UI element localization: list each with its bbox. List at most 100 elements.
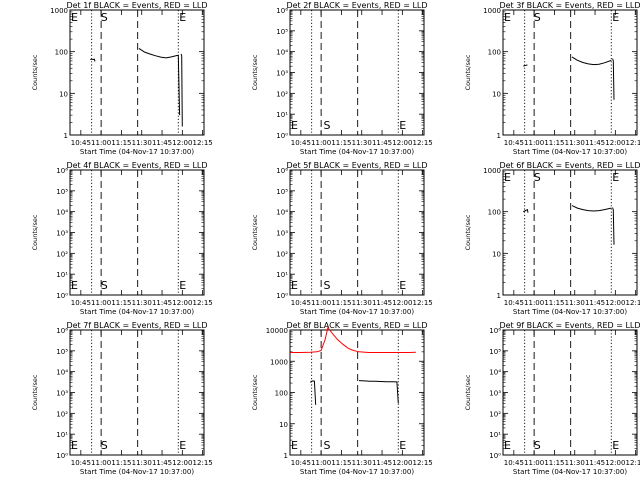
y-tick-label: 10² (56, 250, 68, 258)
x-tick-label: 12:00 (172, 459, 192, 467)
x-tick-label: 11:00 (311, 139, 331, 147)
panel-3: Det 3f BLACK = Events, RED = LLD 1 10 100 10… (464, 1, 640, 156)
x-tick-label: 12:15 (193, 139, 213, 147)
x-tick-label: 11:15 (544, 299, 564, 307)
chart-title: Det 7f BLACK = Events, RED = LLD (66, 321, 207, 330)
y-tick-label: 10⁰ (276, 292, 288, 300)
y-tick-label: 10⁶ (56, 327, 68, 335)
y-tick-label: 10¹ (56, 431, 68, 439)
x-tick-label: 11:30 (352, 139, 372, 147)
y-tick-label: 10⁵ (56, 348, 68, 356)
y-tick-label: 10⁶ (276, 167, 288, 175)
y-tick-label: 1000 (270, 358, 288, 366)
start-marker-label: S (534, 171, 541, 184)
y-tick-label: 10⁴ (489, 369, 501, 377)
y-tick-label: 10¹ (276, 111, 288, 119)
end-marker-label: E (612, 171, 619, 184)
y-tick-label: 10⁰ (56, 292, 68, 300)
y-tick-label: 100 (488, 209, 501, 217)
x-axis-label: Start Time (04-Nov-17 10:37:00) (513, 468, 627, 476)
y-tick-label: 10³ (56, 230, 68, 238)
start-marker-label: S (323, 279, 330, 292)
x-tick-label: 12:15 (626, 139, 640, 147)
panel-8: Det 8f BLACK = Events, RED = LLD 1 10 100 10… (251, 321, 433, 476)
chart-title: Det 8f BLACK = Events, RED = LLD (286, 321, 427, 330)
end-marker-label: E (399, 279, 406, 292)
left-edge-marker-label: E (71, 439, 78, 452)
panel-5: Det 5f BLACK = Events, RED = LLD 10⁰ 10¹ 10… (251, 161, 433, 316)
series-line-black (523, 64, 528, 67)
y-axis-label: Counts/sec (251, 54, 259, 90)
x-axis-label: Start Time (04-Nov-17 10:37:00) (80, 308, 194, 316)
x-tick-label: 11:30 (352, 299, 372, 307)
y-tick-label: 10² (276, 90, 288, 98)
y-tick-label: 1000 (483, 7, 501, 15)
x-tick-label: 11:00 (524, 139, 544, 147)
series-line-black (90, 58, 96, 62)
x-axis-label: Start Time (04-Nov-17 10:37:00) (80, 148, 194, 156)
y-axis-label: Counts/sec (464, 374, 472, 410)
left-edge-marker-label: E (504, 11, 511, 24)
x-tick-label: 10:45 (504, 139, 524, 147)
start-marker-label: S (323, 439, 330, 452)
y-tick-label: 10³ (489, 390, 501, 398)
y-tick-label: 10⁵ (56, 188, 68, 196)
x-tick-label: 11:15 (111, 459, 131, 467)
x-tick-label: 12:00 (605, 139, 625, 147)
x-tick-label: 11:30 (565, 139, 585, 147)
panel-7: Det 7f BLACK = Events, RED = LLD 10⁰ 10¹ 10… (31, 321, 213, 476)
y-tick-label: 10⁶ (489, 327, 501, 335)
plot-frame (289, 9, 425, 136)
x-tick-label: 11:15 (331, 139, 351, 147)
panel-6: Det 6f BLACK = Events, RED = LLD 1 10 100 10… (464, 161, 640, 316)
x-tick-label: 12:00 (605, 459, 625, 467)
x-tick-label: 12:00 (172, 139, 192, 147)
series-line-red (290, 326, 416, 353)
y-tick-label: 10 (279, 421, 288, 429)
y-tick-label: 10⁴ (56, 369, 68, 377)
x-tick-label: 11:30 (132, 459, 152, 467)
x-axis-label: Start Time (04-Nov-17 10:37:00) (300, 468, 414, 476)
x-axis-label: Start Time (04-Nov-17 10:37:00) (300, 308, 414, 316)
y-tick-label: 10000 (266, 327, 288, 335)
y-tick-label: 10³ (276, 70, 288, 78)
plot-frame (69, 169, 205, 296)
chart-title: Det 3f BLACK = Events, RED = LLD (499, 1, 640, 10)
x-tick-label: 11:15 (544, 459, 564, 467)
y-tick-label: 10¹ (56, 271, 68, 279)
x-axis-label: Start Time (04-Nov-17 10:37:00) (513, 308, 627, 316)
start-marker-label: S (534, 11, 541, 24)
end-marker-label: E (399, 119, 406, 132)
start-marker-label: S (534, 439, 541, 452)
x-tick-label: 11:15 (544, 139, 564, 147)
y-axis-label: Counts/sec (31, 54, 39, 90)
y-tick-label: 1 (64, 132, 68, 140)
y-tick-label: 10³ (56, 390, 68, 398)
series-line-black (180, 53, 183, 127)
y-tick-label: 10² (56, 410, 68, 418)
x-tick-label: 11:15 (111, 299, 131, 307)
x-tick-label: 11:45 (372, 139, 392, 147)
x-tick-label: 10:45 (504, 299, 524, 307)
series-line-black (612, 207, 615, 245)
x-tick-label: 10:45 (291, 299, 311, 307)
y-tick-label: 100 (488, 49, 501, 57)
y-axis-label: Counts/sec (251, 374, 259, 410)
x-tick-label: 11:15 (331, 299, 351, 307)
y-tick-label: 10⁴ (276, 49, 288, 57)
x-tick-label: 12:00 (392, 139, 412, 147)
end-marker-label: E (399, 439, 406, 452)
x-tick-label: 11:30 (352, 459, 372, 467)
y-tick-label: 10 (492, 90, 501, 98)
x-tick-label: 10:45 (71, 299, 91, 307)
start-marker-label: S (101, 279, 108, 292)
chart-title: Det 5f BLACK = Events, RED = LLD (286, 161, 427, 170)
x-tick-label: 11:45 (152, 299, 172, 307)
left-edge-marker-label: E (291, 279, 298, 292)
y-axis-label: Counts/sec (251, 214, 259, 250)
x-tick-label: 12:15 (626, 459, 640, 467)
panel-9: Det 9f BLACK = Events, RED = LLD 10⁰ 10¹ 10… (464, 321, 640, 476)
series-line-black (358, 380, 399, 404)
y-axis-label: Counts/sec (31, 374, 39, 410)
